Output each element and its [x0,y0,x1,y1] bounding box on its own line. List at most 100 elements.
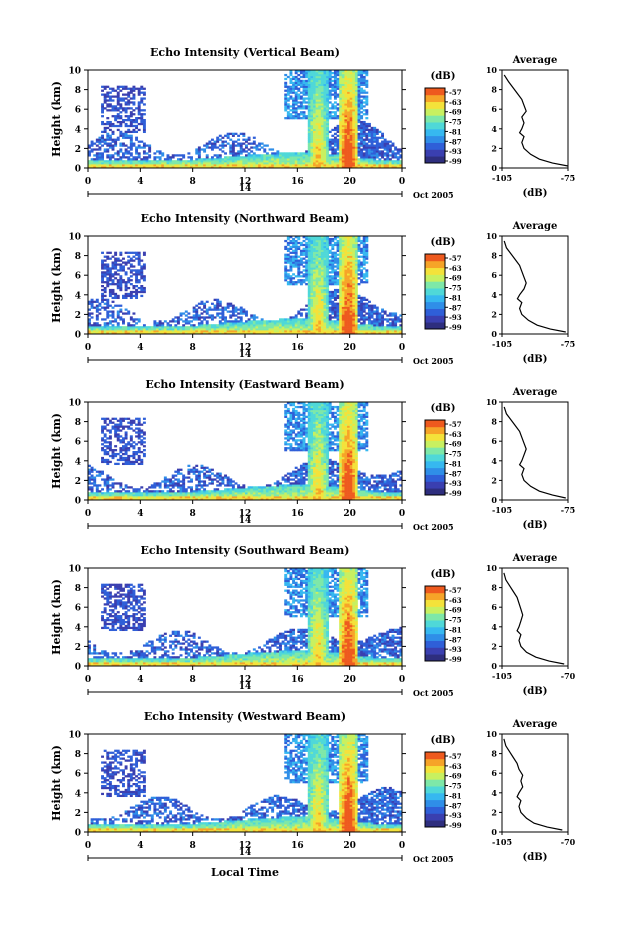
heatmap-cell [352,150,356,153]
heatmap-cell [349,150,353,153]
heatmap-cell [333,275,337,278]
heatmap-cell [381,322,384,325]
heatmap-cell [224,144,227,147]
heatmap-cell [347,156,350,159]
heatmap-cell [318,332,322,335]
heatmap-cell [323,95,327,98]
profile-line [503,74,569,167]
heatmap-cell [362,140,366,143]
heatmap-cell [328,79,332,83]
heatmap-cell [281,166,285,169]
heatmap-cell [331,134,335,137]
heatmap-cell [352,324,356,327]
heatmap-cell [237,166,241,169]
heatmap-cell [90,332,94,335]
heatmap-cell [307,162,311,165]
heatmap-cell [263,166,267,169]
heatmap-cell [305,79,309,83]
heatmap-cell [258,156,261,159]
heatmap-cell [347,306,350,309]
heatmap-cell [284,105,288,108]
heatmap-cell [302,318,306,321]
heatmap-cell [101,160,104,163]
heatmap-cell [116,101,120,104]
heatmap-cell [310,261,314,264]
heatmap-cell [349,286,353,290]
heatmap-cell [299,251,303,254]
heatmap-cell [205,154,209,157]
heatmap-cell [326,239,330,243]
heatmap-cell [328,318,332,321]
heatmap-cell [208,166,212,169]
heatmap-cell [166,332,170,335]
heatmap-cell [116,95,120,98]
heatmap-cell [341,269,345,272]
heatmap-cell [375,322,379,325]
heatmap-cell [176,162,180,165]
heatmap-cell [362,245,366,249]
heatmap-cell [140,97,144,100]
heatmap-cell [339,103,343,106]
heatmap-cell [328,300,332,303]
colorbar-swatch [425,115,445,123]
heatmap-cell [103,271,107,274]
heatmap-cell [315,132,319,135]
heatmap-cell [286,115,290,118]
heatmap-cell [284,101,288,104]
heatmap-cell [349,89,353,92]
heatmap-cell [305,162,309,165]
heatmap-cell [142,93,146,96]
heatmap-cell [357,115,361,118]
heatmap-cell [323,259,327,262]
heatmap-cell [315,259,319,262]
heatmap-cell [127,332,131,335]
heatmap-cell [344,247,348,251]
heatmap-cell [216,140,220,143]
heatmap-cell [216,156,220,159]
heatmap-cell [299,241,303,245]
heatmap-cell [320,138,324,141]
heatmap-cell [349,247,353,251]
heatmap-cell [313,124,316,128]
heatmap-cell [331,128,335,132]
heatmap-cell [156,322,159,325]
heatmap-cell [315,146,319,149]
heatmap-cell [357,126,361,130]
heatmap-cell [103,330,107,333]
heatmap-cell [313,130,316,134]
heatmap-cell [294,283,298,286]
heatmap-cell [101,328,104,331]
heatmap-cell [114,253,118,256]
heatmap-cell [158,164,162,167]
heatmap-cell [370,310,374,313]
heatmap-cell [354,79,358,83]
heatmap-cell [140,273,144,276]
heatmap-cell [323,117,327,120]
heatmap-cell [399,154,403,157]
heatmap-cell [197,306,201,309]
heatmap-cell [101,456,104,460]
heatmap-cell [344,73,348,77]
heatmap-cell [365,261,369,264]
heatmap-cell [129,101,133,104]
heatmap-cell [171,162,175,165]
heatmap-cell [386,148,390,151]
heatmap-cell [357,328,361,331]
heatmap-cell [349,263,353,266]
heatmap-cell [90,162,94,165]
heatmap-cell [344,263,348,266]
profile-line [503,240,566,333]
heatmap-cell [318,136,322,139]
heatmap-cell [344,166,348,169]
heatmap-cell [352,142,356,145]
heatmap-cell [310,73,314,77]
heatmap-cell [187,152,191,155]
heatmap-cell [124,124,128,128]
heatmap-cell [197,322,201,325]
heatmap-cell [344,273,348,276]
heatmap-cell [292,101,296,104]
heatmap-cell [184,330,188,333]
heatmap-cell [140,290,144,294]
heatmap-cell [203,162,207,165]
heatmap-cell [328,267,332,270]
